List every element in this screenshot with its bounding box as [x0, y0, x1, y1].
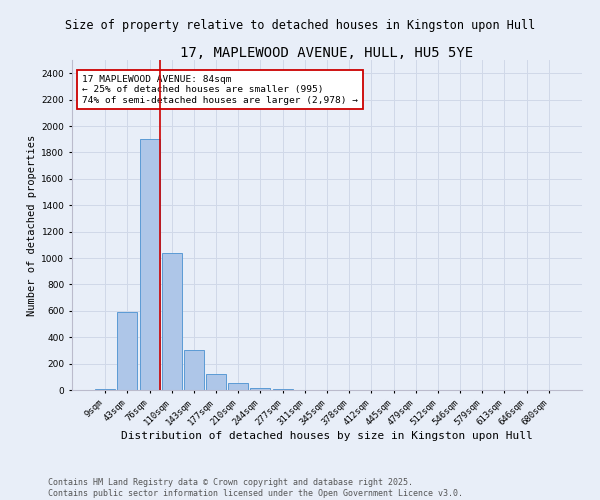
Bar: [140, 139, 160, 390]
Bar: [118, 312, 137, 390]
Bar: [95, 388, 115, 390]
Bar: [184, 350, 204, 390]
Bar: [206, 374, 226, 390]
Bar: [162, 252, 182, 390]
Title: 17, MAPLEWOOD AVENUE, HULL, HU5 5YE: 17, MAPLEWOOD AVENUE, HULL, HU5 5YE: [181, 46, 473, 60]
Bar: [250, 388, 271, 390]
X-axis label: Distribution of detached houses by size in Kingston upon Hull: Distribution of detached houses by size …: [121, 431, 533, 441]
Text: Contains HM Land Registry data © Crown copyright and database right 2025.
Contai: Contains HM Land Registry data © Crown c…: [48, 478, 463, 498]
Bar: [228, 384, 248, 390]
Text: Size of property relative to detached houses in Kingston upon Hull: Size of property relative to detached ho…: [65, 20, 535, 32]
Text: 17 MAPLEWOOD AVENUE: 84sqm
← 25% of detached houses are smaller (995)
74% of sem: 17 MAPLEWOOD AVENUE: 84sqm ← 25% of deta…: [82, 75, 358, 104]
Y-axis label: Number of detached properties: Number of detached properties: [27, 134, 37, 316]
